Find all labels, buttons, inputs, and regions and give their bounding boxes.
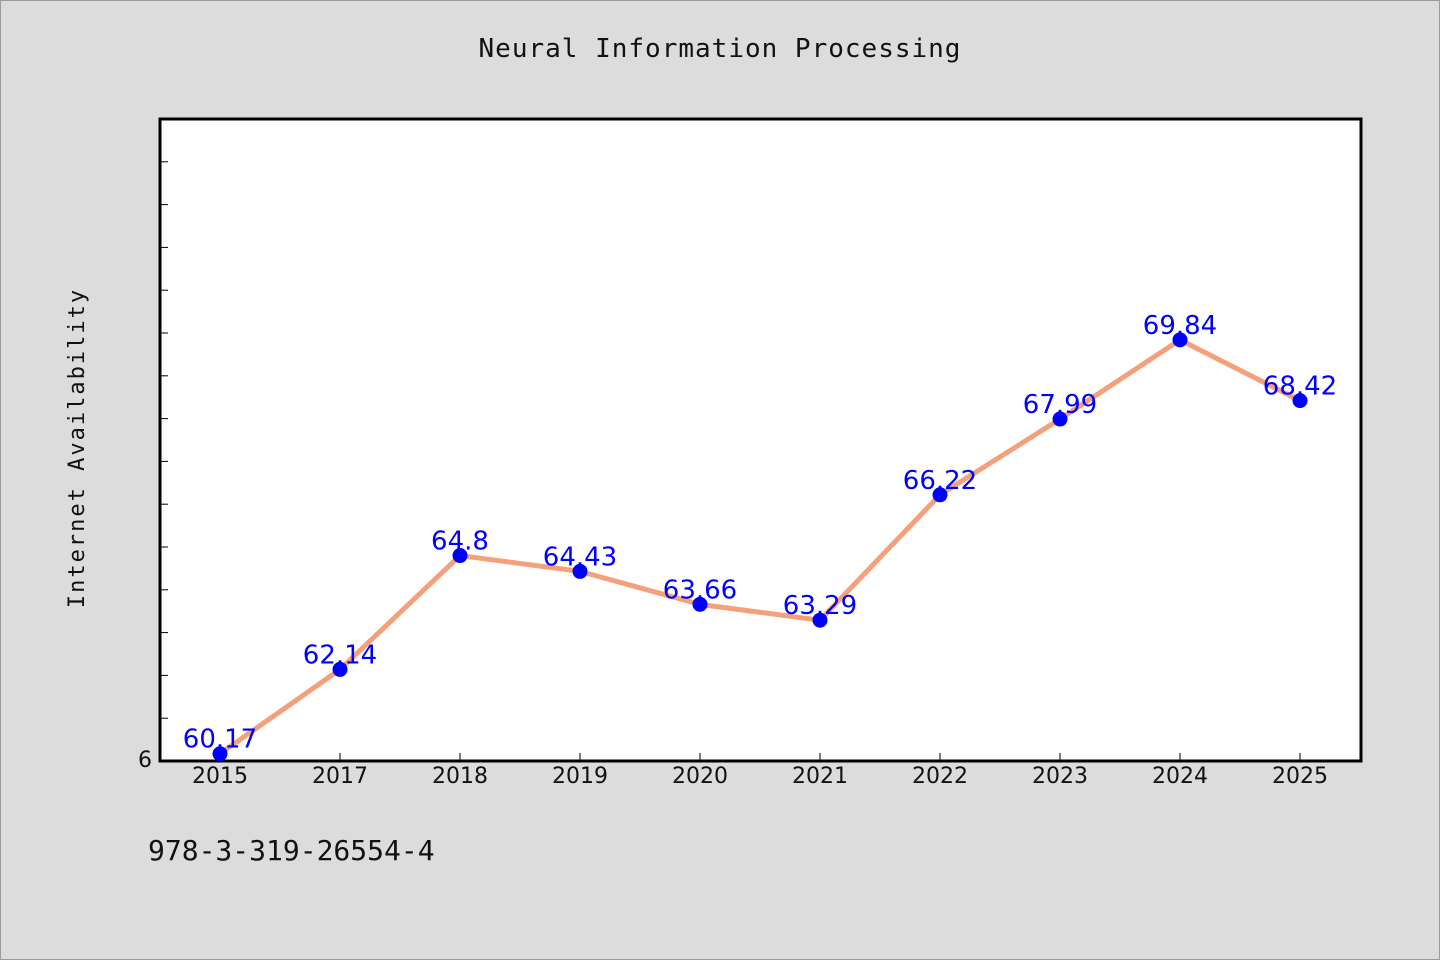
data-point bbox=[812, 612, 828, 628]
data-label: 66.22 bbox=[903, 466, 977, 496]
x-tick-label: 2022 bbox=[912, 764, 968, 789]
x-tick-label: 2018 bbox=[432, 764, 488, 789]
y-axis-ticks bbox=[160, 161, 168, 719]
x-tick-label: 2017 bbox=[312, 764, 368, 789]
x-tick-label: 2020 bbox=[672, 764, 728, 789]
x-tick-label: 2024 bbox=[1152, 764, 1208, 789]
data-label: 69.84 bbox=[1143, 311, 1217, 341]
data-point bbox=[932, 487, 948, 503]
data-label: 60.17 bbox=[183, 725, 257, 755]
data-label: 68.42 bbox=[1263, 372, 1337, 402]
data-label: 63.66 bbox=[663, 575, 737, 605]
data-point bbox=[332, 661, 348, 677]
data-point bbox=[572, 563, 588, 579]
data-point bbox=[1172, 332, 1188, 348]
chart-title: Neural Information Processing bbox=[478, 34, 962, 64]
x-tick-label: 2019 bbox=[552, 764, 608, 789]
x-tick-label: 2023 bbox=[1032, 764, 1088, 789]
data-label: 64.8 bbox=[431, 527, 489, 557]
plot-area bbox=[158, 117, 1363, 763]
data-point bbox=[212, 746, 228, 762]
x-tick-label: 2021 bbox=[792, 764, 848, 789]
data-label: 67.99 bbox=[1023, 390, 1097, 420]
data-label: 63.29 bbox=[783, 591, 857, 621]
x-tick-label: 2015 bbox=[192, 764, 248, 789]
series-group: 60.17 62.14 64.8 64.43 63.66 63.29 66.22 67.99 6… bbox=[183, 311, 1337, 762]
data-point bbox=[1292, 393, 1308, 409]
series-line bbox=[218, 337, 1302, 756]
data-point bbox=[1052, 411, 1068, 427]
data-point bbox=[692, 596, 708, 612]
data-label: 62.14 bbox=[303, 640, 377, 670]
y-tick-label: 6 bbox=[138, 748, 152, 773]
data-label: 64.43 bbox=[543, 542, 617, 572]
x-tick-label: 2025 bbox=[1272, 764, 1328, 789]
y-axis-label: Internet Availability bbox=[65, 288, 90, 608]
data-point bbox=[452, 548, 468, 564]
x-axis: 2015 2017 2018 2019 2020 2021 2022 2023 2024 2025 bbox=[192, 753, 1328, 789]
document-identifier: 978-3-319-26554-4 bbox=[148, 834, 435, 867]
